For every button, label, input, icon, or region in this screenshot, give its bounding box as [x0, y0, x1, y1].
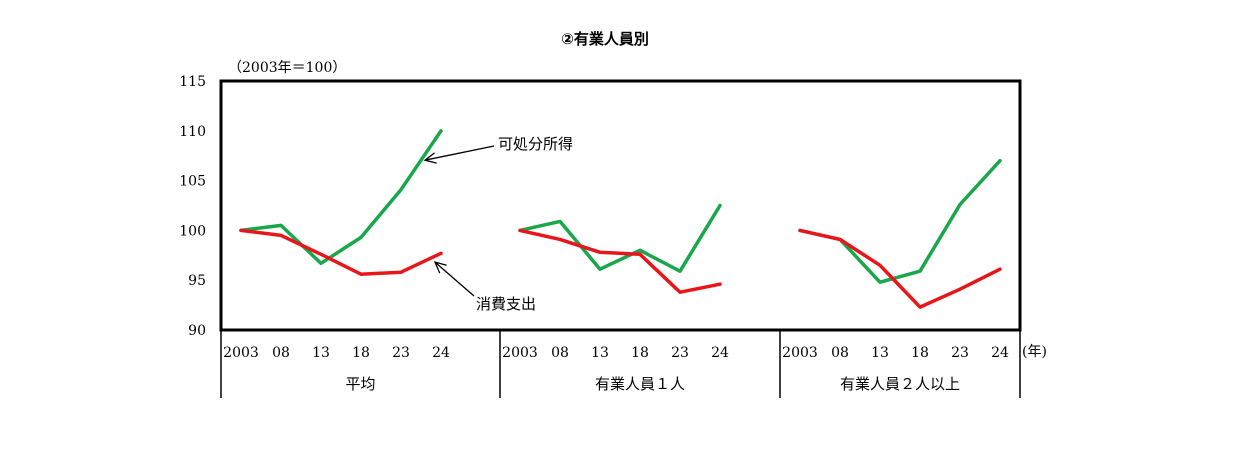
- series-lines: [239, 129, 1002, 309]
- x-tick-label: 24: [711, 345, 729, 361]
- y-tick-label: 115: [179, 74, 206, 90]
- x-unit-label: (年): [1022, 344, 1047, 360]
- x-tick-label: 2003: [782, 345, 818, 361]
- group-label: 平均: [345, 375, 375, 393]
- y-axis: 90 95 100 105 110 115: [179, 74, 206, 339]
- annotation-line: [424, 145, 495, 161]
- x-tick-label: 2003: [502, 345, 538, 361]
- series-line-disposable-income: [798, 158, 1002, 284]
- x-tick-label: 24: [991, 345, 1009, 361]
- x-tick-label: 18: [352, 345, 370, 361]
- x-tick-label: 23: [392, 345, 410, 361]
- y-tick-label: 105: [179, 174, 206, 190]
- series-line-disposable-income: [518, 203, 722, 273]
- x-tick-label: 08: [831, 345, 849, 361]
- x-tick-label: 23: [951, 345, 969, 361]
- annotation-line: [434, 261, 475, 297]
- group-label: 有業人員１人: [595, 375, 685, 393]
- chart-title: ②有業人員別: [561, 30, 649, 48]
- unit-note: （2003年＝100）: [228, 60, 346, 76]
- plot-frame: [219, 79, 1022, 332]
- x-tick-label: 13: [591, 345, 609, 361]
- x-tick-labels: 2003 08 13 18 23 24 2003 08 13 18 23 24 2003 08 13 18 23…: [223, 345, 1009, 361]
- x-tick-label: 18: [631, 345, 649, 361]
- x-tick-label: 13: [312, 345, 330, 361]
- annotation-consumption-expenditure: 消費支出: [476, 295, 536, 313]
- y-tick-label: 90: [188, 323, 206, 339]
- annotation-disposable-income: 可処分所得: [498, 135, 573, 153]
- x-tick-label: 2003: [223, 345, 259, 361]
- x-tick-label: 08: [551, 345, 569, 361]
- x-tick-label: 23: [671, 345, 689, 361]
- x-tick-label: 08: [272, 345, 290, 361]
- group-label: 有業人員２人以上: [840, 375, 960, 393]
- x-tick-label: 24: [432, 345, 450, 361]
- series-line-consumption-expenditure: [518, 228, 722, 294]
- y-tick-label: 110: [179, 124, 206, 140]
- annotation-arrowhead: [423, 152, 437, 164]
- series-line-consumption-expenditure: [798, 228, 1002, 309]
- y-tick-label: 100: [179, 223, 206, 239]
- annotation-arrowhead: [433, 261, 447, 274]
- y-tick-label: 95: [188, 273, 206, 289]
- series-line-consumption-expenditure: [239, 228, 443, 276]
- x-tick-label: 13: [871, 345, 889, 361]
- group-labels: 平均 有業人員１人 有業人員２人以上: [345, 375, 960, 393]
- series-line-disposable-income: [239, 129, 443, 266]
- x-tick-label: 18: [911, 345, 929, 361]
- group-separators: [220, 330, 1021, 398]
